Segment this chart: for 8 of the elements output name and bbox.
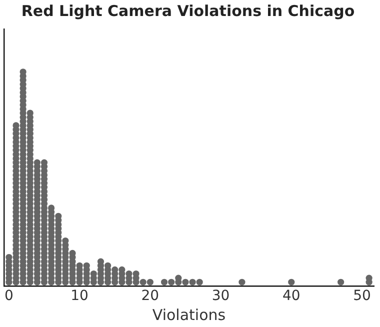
x-tick-label: 30	[212, 288, 230, 304]
x-tick-label: 20	[141, 288, 160, 304]
chart-title: Red Light Camera Violations in Chicago	[21, 2, 355, 20]
x-tick-label: 10	[70, 288, 88, 304]
x-tick-label: 50	[353, 288, 371, 304]
x-axis-title: Violations	[152, 306, 226, 324]
x-tick-label: 0	[4, 288, 14, 304]
x-tick-label: 40	[282, 288, 300, 304]
